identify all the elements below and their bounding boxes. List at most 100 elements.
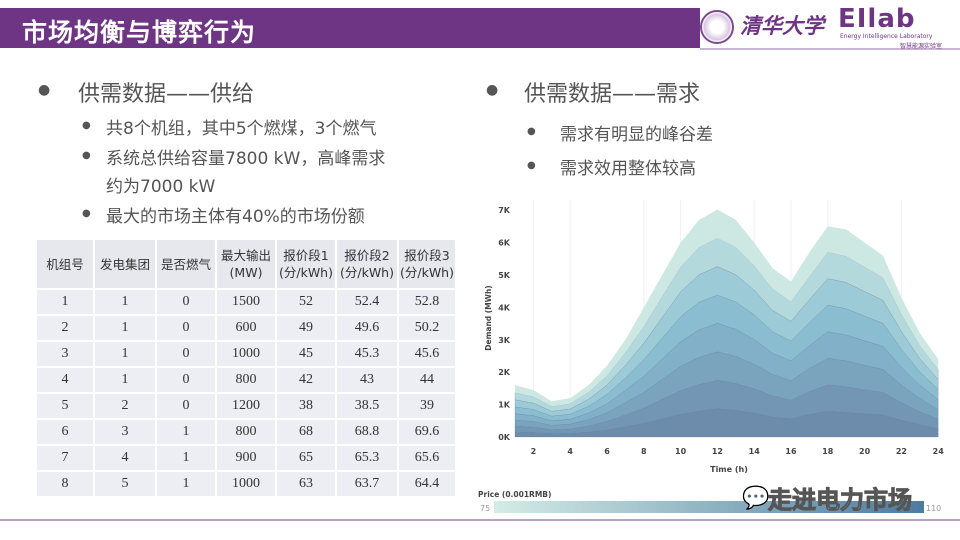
lab-logo-subtitle-cn: 智慧能源实验室	[900, 43, 943, 50]
table-cell: 1	[93, 340, 157, 368]
column-header: 报价段1 (分/kWh)	[275, 238, 337, 290]
x-tick-label: 22	[896, 447, 907, 456]
table-cell: 1	[155, 470, 217, 498]
table-cell: 52	[275, 288, 337, 316]
table-row: 2 1 0 600 49 49.6 50.2	[35, 314, 457, 342]
watermark: 走进电力市场	[768, 486, 913, 515]
table-cell: 1500	[215, 288, 277, 316]
table-cell: 4	[35, 366, 95, 394]
table-cell: 0	[155, 314, 217, 342]
table-cell: 63	[275, 470, 337, 498]
table-cell: 4	[93, 444, 157, 472]
page-title: 市场均衡与博弈行为	[22, 18, 257, 47]
column-header: 报价段2 (分/kWh)	[335, 238, 399, 290]
table-cell: 68	[275, 418, 337, 446]
x-tick-label: 18	[822, 447, 834, 456]
table-cell: 44	[397, 366, 457, 394]
generator-table: 机组号 发电集团 是否燃气 最大输出 (MW) 报价段1 (分/kWh) 报价段2 (分/kWh…	[35, 238, 457, 498]
table-row: 4 1 0 800 42 43 44	[35, 366, 457, 394]
table-row: 5 2 0 1200 38 38.5 39	[35, 392, 457, 420]
table-cell: 3	[35, 340, 95, 368]
bullet-icon: ●	[527, 126, 536, 137]
table-cell: 5	[93, 470, 157, 498]
header-bar: 市场均衡与博弈行为	[0, 8, 700, 48]
table-cell: 38	[275, 392, 337, 420]
table-cell: 1	[155, 418, 217, 446]
bullet-icon: ●	[82, 150, 91, 161]
bullet-icon: ●	[527, 160, 536, 171]
y-tick-label: 6K	[498, 239, 511, 248]
university-seal-logo	[700, 10, 734, 44]
table-cell: 2	[93, 392, 157, 420]
bullet-icon: ●	[82, 208, 91, 219]
legend-color-bar	[494, 501, 924, 513]
area-series-7	[514, 237, 939, 412]
x-tick-label: 24	[933, 447, 945, 456]
column-header-label: 机组号	[46, 256, 84, 272]
y-tick-label: 5K	[498, 271, 511, 280]
table-cell: 43	[335, 366, 399, 394]
table-cell: 0	[155, 340, 217, 368]
table-cell: 1	[35, 288, 95, 316]
supply-bullet: 最大的市场主体有40%的市场份额	[106, 207, 365, 227]
table-cell: 800	[215, 366, 277, 394]
demand-heading: 供需数据——需求	[524, 82, 701, 107]
table-cell: 900	[215, 444, 277, 472]
x-tick-label: 10	[675, 447, 687, 456]
table-row: 7 4 1 900 65 65.3 65.6	[35, 444, 457, 472]
column-header: 报价段3 (分/kWh)	[397, 238, 457, 290]
table-row: 3 1 0 1000 45 45.3 45.6	[35, 340, 457, 368]
y-tick-label: 4K	[498, 303, 511, 312]
table-cell: 1	[93, 288, 157, 316]
y-tick-label: 0K	[498, 433, 511, 442]
table-cell: 6	[35, 418, 95, 446]
header-divider	[700, 48, 960, 50]
x-tick-label: 2	[531, 447, 537, 456]
table-cell: 1	[93, 366, 157, 394]
table-cell: 64.4	[397, 470, 457, 498]
column-header: 发电集团	[93, 238, 157, 290]
table-cell: 52.4	[335, 288, 399, 316]
table-cell: 69.6	[397, 418, 457, 446]
table-cell: 5	[35, 392, 95, 420]
x-tick-label: 6	[604, 447, 610, 456]
wechat-icon: 💬	[741, 486, 770, 512]
x-tick-label: 14	[749, 447, 761, 456]
x-tick-label: 8	[641, 447, 647, 456]
table-cell: 1200	[215, 392, 277, 420]
column-header-label: 报价段2	[344, 248, 390, 263]
table-cell: 49	[275, 314, 337, 342]
column-header-label: 是否燃气	[160, 256, 211, 272]
column-header-label: 报价段1	[283, 248, 329, 263]
column-header-label: 报价段3	[404, 248, 450, 263]
column-header: 机组号	[35, 238, 95, 290]
y-tick-label: 2K	[498, 368, 511, 377]
table-cell: 65.6	[397, 444, 457, 472]
demand-bullet: 需求有明显的峰谷差	[560, 125, 713, 145]
table-cell: 1	[155, 444, 217, 472]
column-header-unit: (分/kWh)	[279, 265, 333, 280]
x-tick-label: 4	[567, 447, 573, 456]
y-tick-label: 7K	[498, 206, 511, 215]
column-header: 最大输出 (MW)	[215, 238, 277, 290]
table-cell: 45	[275, 340, 337, 368]
supply-bullet: 共8个机组，其中5个燃煤，3个燃气	[106, 119, 377, 139]
table-cell: 1000	[215, 470, 277, 498]
table-cell: 68.8	[335, 418, 399, 446]
table-cell: 0	[155, 366, 217, 394]
table-cell: 0	[155, 288, 217, 316]
table-cell: 600	[215, 314, 277, 342]
footer-divider	[0, 519, 960, 521]
table-cell: 45.6	[397, 340, 457, 368]
table-row: 6 3 1 800 68 68.8 69.6	[35, 418, 457, 446]
table-cell: 1000	[215, 340, 277, 368]
x-tick-label: 12	[712, 447, 723, 456]
table-cell: 3	[93, 418, 157, 446]
table-cell: 39	[397, 392, 457, 420]
table-cell: 65	[275, 444, 337, 472]
column-header-unit: (分/kWh)	[340, 265, 394, 280]
column-header: 是否燃气	[155, 238, 217, 290]
area-series-8	[515, 209, 939, 407]
x-tick-label: 16	[785, 447, 797, 456]
